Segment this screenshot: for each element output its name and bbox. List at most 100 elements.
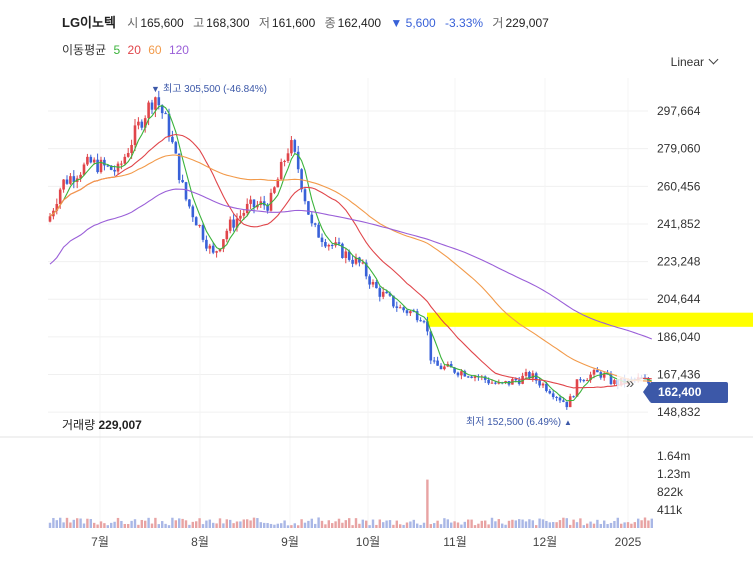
volume-bar [405, 522, 409, 528]
ma-120-label[interactable]: 120 [168, 43, 189, 57]
candle-up [524, 372, 528, 376]
volume-bar [630, 523, 633, 528]
candle-down [157, 97, 161, 106]
candle-down [426, 321, 429, 332]
volume-bar [147, 517, 150, 528]
volume-bar [650, 518, 653, 528]
candle-down [466, 376, 470, 378]
candle-up [235, 218, 239, 228]
volume-bar [453, 521, 456, 528]
candle-down [487, 379, 490, 384]
x-tick-label: 12월 [533, 535, 557, 549]
volume-bar [72, 519, 75, 528]
candle-up [490, 382, 494, 384]
candle-up [504, 381, 507, 383]
candle-up [133, 125, 137, 145]
ma-60-label[interactable]: 60 [148, 43, 162, 57]
volume-bar [596, 519, 599, 528]
ma-20-label[interactable]: 20 [127, 43, 141, 57]
candle-up [269, 192, 273, 211]
candle-up [69, 176, 72, 184]
volume-tick-label: 1.23m [657, 467, 690, 481]
candle-up [208, 245, 212, 249]
candle-down [402, 307, 405, 311]
volume-bar [184, 520, 188, 528]
volume-bar [89, 519, 92, 528]
volume-bar [565, 518, 568, 528]
moving-average-label: 이동평균 [62, 43, 107, 57]
candle-up [154, 97, 157, 110]
volume-bar [65, 517, 69, 528]
volume-bar [436, 520, 439, 528]
volume-bar [429, 524, 432, 528]
x-tick-label: 7월 [91, 535, 109, 549]
volume-bar [586, 523, 589, 528]
volume-bar [286, 525, 290, 528]
candle-up [381, 291, 385, 297]
candle-up [82, 164, 86, 175]
candle-up [279, 161, 283, 180]
volume-bar [545, 520, 548, 528]
moving-average-legend[interactable]: 이동평균 5 20 60 120 [62, 41, 193, 58]
candle-up [198, 225, 201, 227]
volume-bar [552, 522, 555, 528]
volume-bar [647, 520, 650, 528]
ma-5-label[interactable]: 5 [113, 43, 121, 57]
volume-bar [637, 518, 640, 528]
candle-down [351, 259, 354, 264]
volume-bar [48, 522, 52, 528]
volume-bar [514, 520, 517, 528]
volume-bar [123, 523, 126, 528]
scroll-right-icon[interactable]: » [617, 374, 643, 394]
y-tick-label: 167,436 [657, 367, 701, 381]
candle-up [62, 179, 65, 190]
candle-up [245, 203, 249, 213]
volume-bar [385, 520, 388, 528]
volume-bar [480, 520, 483, 528]
candle-up [147, 102, 150, 119]
volume-bar [171, 517, 174, 528]
volume-bar [555, 522, 558, 528]
low-marker-icon: ▲ [564, 418, 572, 427]
candle-down [296, 151, 300, 170]
candle-down [164, 113, 167, 115]
candle-up [290, 140, 293, 154]
x-tick-label: 11월 [443, 535, 467, 549]
x-tick-label: 8월 [191, 535, 209, 549]
ma-5-line [49, 105, 653, 402]
volume-bar [524, 521, 528, 528]
volume-bar [446, 519, 449, 528]
candle-down [548, 390, 552, 394]
volume-bar [303, 522, 307, 528]
volume-bar [504, 524, 507, 528]
volume-bar [487, 524, 490, 528]
candle-down [388, 293, 392, 296]
volume-bar [212, 522, 215, 528]
change-down-icon: ▼ [390, 16, 403, 30]
volume-bar [378, 519, 381, 528]
volume-bar [344, 520, 347, 528]
candle-down [266, 205, 269, 211]
volume-bar [416, 523, 419, 528]
high-annotation: 최고 305,500 (-46.84%) [163, 83, 267, 95]
volume-bar [582, 525, 585, 528]
candle-down [293, 140, 297, 152]
volume-bar [55, 520, 58, 528]
volume-axis: 1.64m 1.23m 822k 411k [657, 449, 690, 517]
volume-bar [439, 524, 443, 528]
candle-down [347, 251, 351, 260]
scale-dropdown[interactable]: Linear [671, 54, 719, 69]
ma-60-line [49, 154, 652, 383]
candle-up [497, 382, 501, 384]
volume-bar [603, 520, 606, 528]
candle-up [273, 187, 276, 193]
volume-bar [507, 520, 511, 528]
candle-up [283, 160, 286, 162]
candle-down [439, 365, 443, 370]
candle-down [558, 397, 562, 401]
candle-up [225, 230, 229, 240]
volume-bar [198, 518, 201, 528]
candle-down [317, 224, 320, 238]
volume-bar [626, 522, 630, 528]
